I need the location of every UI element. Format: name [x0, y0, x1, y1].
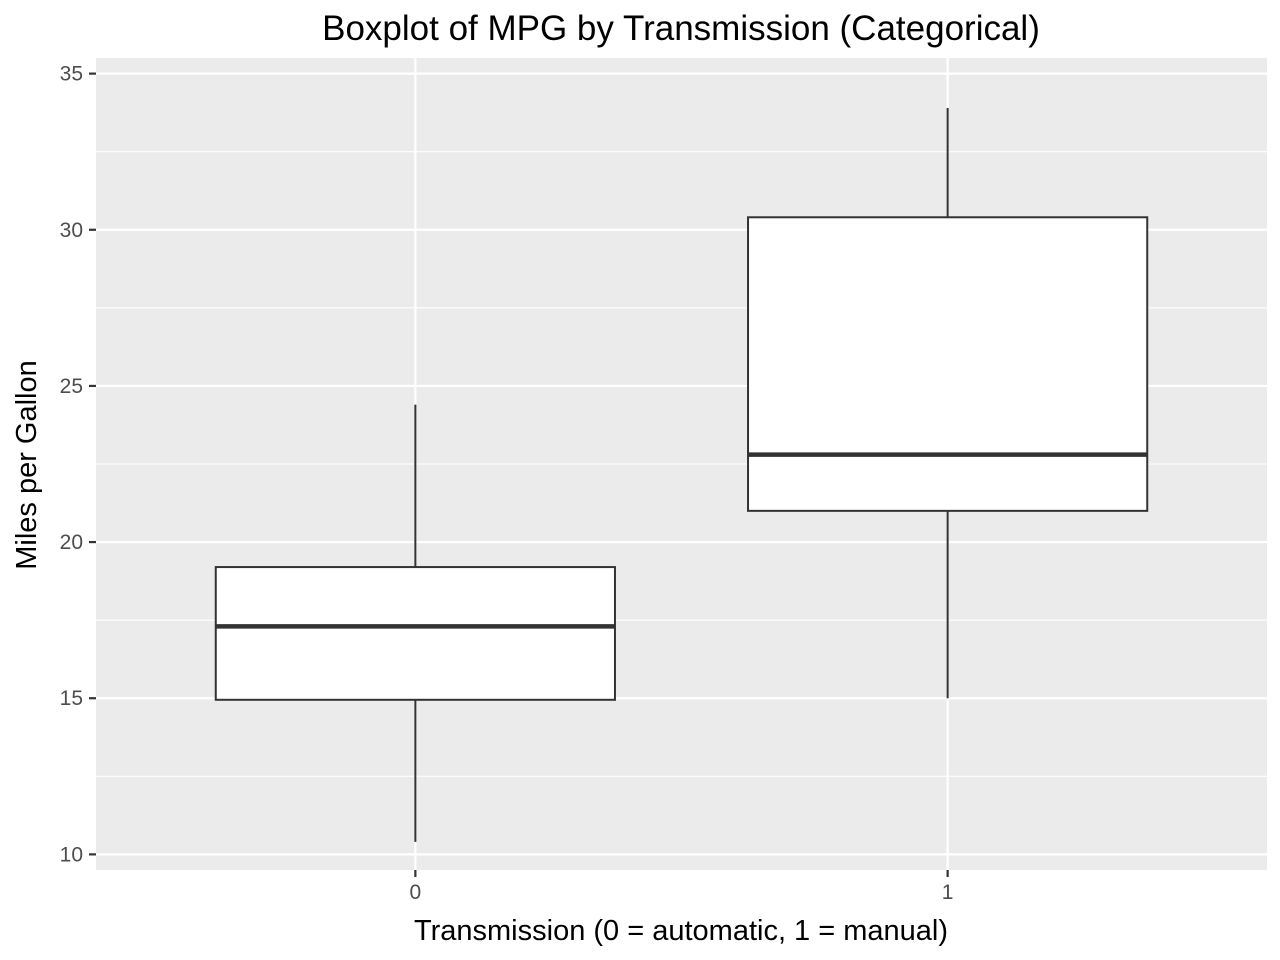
y-axis: 10 15 20 25 30 35 — [60, 63, 96, 866]
y-tick-label: 35 — [60, 63, 83, 86]
x-tick-label: 0 — [410, 881, 422, 904]
box-group-1 — [747, 107, 1149, 699]
x-tick-label: 1 — [942, 881, 954, 904]
y-tick-label: 20 — [60, 531, 83, 554]
iqr-box — [747, 216, 1149, 512]
y-tick-label: 25 — [60, 375, 83, 398]
y-tick-label: 10 — [60, 843, 83, 866]
chart-title: Boxplot of MPG by Transmission (Categori… — [322, 9, 1040, 48]
x-axis-title: Transmission (0 = automatic, 1 = manual) — [414, 915, 948, 947]
y-tick-label: 30 — [60, 219, 83, 242]
iqr-box — [214, 566, 616, 701]
y-tick-label: 15 — [60, 687, 83, 710]
box-group-0 — [214, 404, 616, 842]
boxes-layer — [214, 107, 1149, 842]
y-axis-title: Miles per Gallon — [11, 360, 43, 570]
